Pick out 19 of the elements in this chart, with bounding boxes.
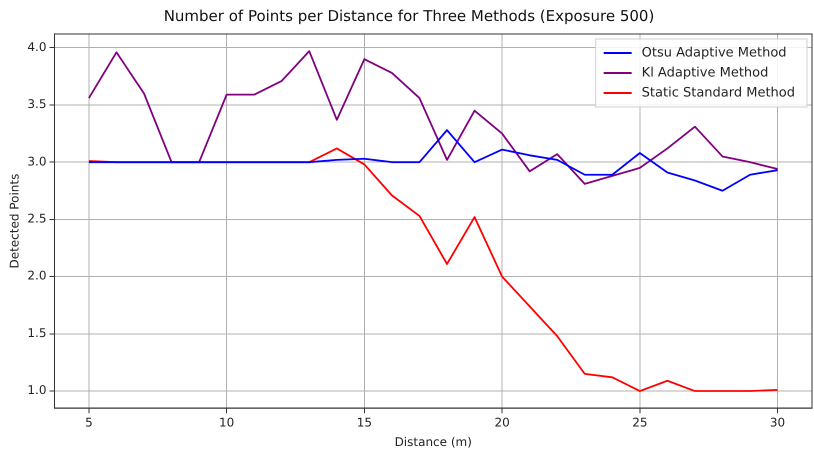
x-tick-label: 30 <box>770 416 786 430</box>
x-tick-label: 20 <box>494 416 510 430</box>
y-tick-label: 4.0 <box>27 40 46 54</box>
x-tick-label: 15 <box>356 416 372 430</box>
y-tick-label: 1.5 <box>27 326 46 340</box>
y-axis-title: Detected Points <box>7 174 22 269</box>
legend-label: Static Standard Method <box>642 85 796 100</box>
x-tick-label: 5 <box>85 416 93 430</box>
y-tick-label: 2.5 <box>27 212 46 226</box>
x-axis-title: Distance (m) <box>394 434 472 449</box>
legend-label: Otsu Adaptive Method <box>642 45 787 60</box>
y-tick-label: 3.5 <box>27 97 46 112</box>
chart-title: Number of Points per Distance for Three Methods (Exposure 500) <box>164 6 654 25</box>
y-tick-label: 1.0 <box>27 383 46 398</box>
y-tick-label: 2.0 <box>27 268 46 283</box>
x-tick-label: 10 <box>219 416 234 430</box>
y-tick-label: 3.0 <box>27 154 46 168</box>
x-tick-label: 25 <box>632 416 648 430</box>
legend-label: Kl Adaptive Method <box>642 65 768 80</box>
